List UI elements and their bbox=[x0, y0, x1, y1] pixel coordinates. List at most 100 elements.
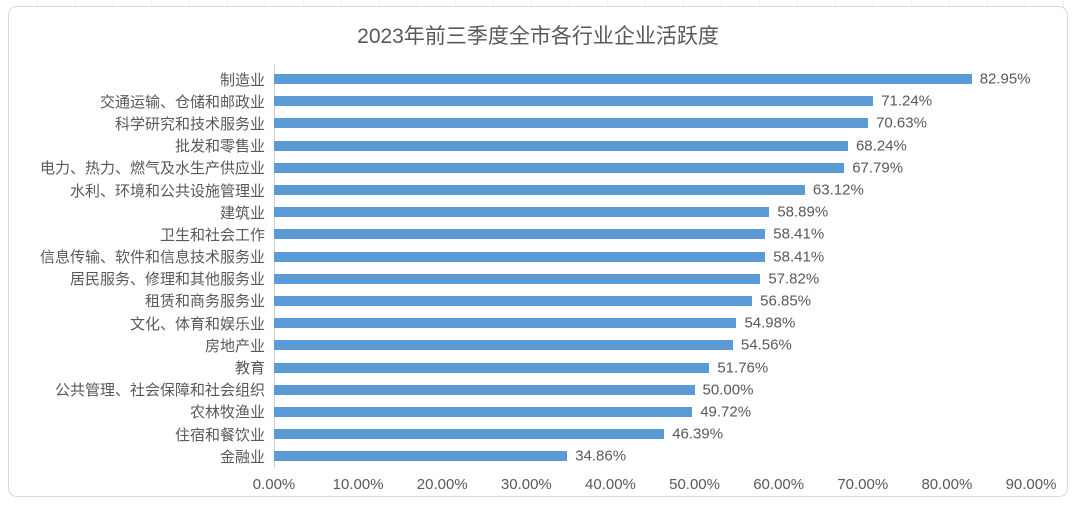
bar-row: 交通运输、仓储和邮政业 71.24% bbox=[9, 90, 1067, 112]
value-label: 58.41% bbox=[773, 248, 825, 266]
x-axis: 0.00% 10.00% 20.00% 30.00% 40.00% 50.00% 60.00… bbox=[253, 476, 1057, 496]
bar-row: 卫生和社会工作 58.41% bbox=[9, 223, 1067, 245]
spreadsheet-cell-gridlines bbox=[0, 0, 1080, 8]
bar-track: 58.41% bbox=[274, 223, 1031, 245]
chart-card[interactable]: 2023年前三季度全市各行业企业活跃度 制造业 82.95% 交通运输、仓储和邮政业… bbox=[8, 6, 1068, 497]
category-label: 公共管理、社会保障和社会组织 bbox=[54, 382, 265, 400]
value-label: 63.12% bbox=[812, 181, 864, 199]
bar-track: 82.95% bbox=[274, 68, 1031, 90]
value-label: 54.56% bbox=[740, 336, 792, 354]
bar[interactable] bbox=[274, 162, 845, 173]
x-axis-tick-label: 60.00% bbox=[753, 476, 805, 493]
value-label: 68.24% bbox=[855, 137, 907, 155]
bar[interactable] bbox=[274, 273, 761, 284]
category-label: 教育 bbox=[234, 360, 265, 378]
value-label: 50.00% bbox=[702, 381, 754, 399]
bar-track: 71.24% bbox=[274, 90, 1031, 112]
bar-track: 58.41% bbox=[274, 246, 1031, 268]
bar-row: 批发和零售业 68.24% bbox=[9, 135, 1067, 157]
value-label: 67.79% bbox=[852, 159, 904, 177]
value-label: 58.89% bbox=[777, 203, 829, 221]
bar[interactable] bbox=[274, 185, 805, 196]
bar-row: 教育 51.76% bbox=[9, 356, 1067, 378]
bar[interactable] bbox=[274, 96, 874, 107]
bar-row: 金融业 34.86% bbox=[9, 445, 1067, 467]
y-axis-line bbox=[274, 65, 275, 468]
x-axis-tick-label: 80.00% bbox=[921, 476, 973, 493]
x-axis-tick-label: 70.00% bbox=[837, 476, 889, 493]
value-label: 71.24% bbox=[881, 92, 933, 110]
value-label: 49.72% bbox=[700, 403, 752, 421]
x-axis-tick-label: 20.00% bbox=[416, 476, 468, 493]
x-axis-tick-label: 10.00% bbox=[332, 476, 384, 493]
x-axis-tick-label: 90.00% bbox=[1005, 476, 1057, 493]
bar-row: 住宿和餐饮业 46.39% bbox=[9, 423, 1067, 445]
bar-row: 农林牧渔业 49.72% bbox=[9, 401, 1067, 423]
value-label: 82.95% bbox=[979, 70, 1031, 88]
value-label: 70.63% bbox=[876, 114, 927, 132]
value-label: 51.76% bbox=[717, 359, 769, 377]
category-label: 科学研究和技术服务业 bbox=[114, 115, 265, 133]
x-axis-tick-label: 0.00% bbox=[252, 476, 296, 493]
bar[interactable] bbox=[274, 429, 665, 440]
category-label: 建筑业 bbox=[219, 204, 265, 222]
bar-row: 信息传输、软件和信息技术服务业 58.41% bbox=[9, 246, 1067, 268]
bar-row: 公共管理、社会保障和社会组织 50.00% bbox=[9, 379, 1067, 401]
bar[interactable] bbox=[274, 207, 770, 218]
bar[interactable] bbox=[274, 406, 693, 417]
bar[interactable] bbox=[274, 140, 848, 151]
bar-track: 70.63% bbox=[274, 112, 1031, 134]
bar-track: 56.85% bbox=[274, 290, 1031, 312]
bar[interactable] bbox=[274, 229, 766, 240]
category-label: 文化、体育和娱乐业 bbox=[129, 315, 265, 333]
bar[interactable] bbox=[274, 118, 869, 129]
category-label: 制造业 bbox=[219, 71, 265, 89]
category-label: 房地产业 bbox=[204, 337, 265, 355]
x-axis-tick-label: 30.00% bbox=[500, 476, 552, 493]
bar-track: 63.12% bbox=[274, 179, 1031, 201]
bar[interactable] bbox=[274, 362, 710, 373]
bar-track: 54.98% bbox=[274, 312, 1031, 334]
bar-track: 58.89% bbox=[274, 201, 1031, 223]
bar-track: 68.24% bbox=[274, 135, 1031, 157]
value-label: 34.86% bbox=[575, 447, 627, 465]
bar-track: 54.56% bbox=[274, 334, 1031, 356]
value-label: 46.39% bbox=[672, 425, 724, 443]
bar-row: 制造业 82.95% bbox=[9, 68, 1067, 90]
category-label: 交通运输、仓储和邮政业 bbox=[99, 93, 265, 111]
bar-rows-container: 制造业 82.95% 交通运输、仓储和邮政业 71.24% 科学研究和技术服务业 70.6… bbox=[9, 68, 1067, 467]
bar-track: 67.79% bbox=[274, 157, 1031, 179]
category-label: 电力、热力、燃气及水生产供应业 bbox=[39, 160, 265, 178]
category-label: 信息传输、软件和信息技术服务业 bbox=[39, 249, 265, 267]
bar[interactable] bbox=[274, 295, 753, 306]
bar-track: 51.76% bbox=[274, 356, 1031, 378]
category-label: 金融业 bbox=[219, 448, 265, 466]
bar-row: 租赁和商务服务业 56.85% bbox=[9, 290, 1067, 312]
bar-row: 水利、环境和公共设施管理业 63.12% bbox=[9, 179, 1067, 201]
bar-row: 建筑业 58.89% bbox=[9, 201, 1067, 223]
bar[interactable] bbox=[274, 318, 737, 329]
bar-track: 50.00% bbox=[274, 379, 1031, 401]
category-label: 水利、环境和公共设施管理业 bbox=[69, 182, 265, 200]
bar-row: 居民服务、修理和其他服务业 57.82% bbox=[9, 268, 1067, 290]
x-axis-tick-label: 50.00% bbox=[669, 476, 720, 493]
x-axis-tick-label: 40.00% bbox=[585, 476, 636, 493]
category-label: 批发和零售业 bbox=[174, 138, 265, 156]
value-label: 56.85% bbox=[760, 292, 812, 310]
value-label: 54.98% bbox=[744, 314, 796, 332]
bar-track: 34.86% bbox=[274, 445, 1031, 467]
bar[interactable] bbox=[274, 451, 568, 462]
bar[interactable] bbox=[274, 251, 766, 262]
bar[interactable] bbox=[274, 340, 733, 351]
category-label: 农林牧渔业 bbox=[189, 404, 265, 422]
bar-track: 46.39% bbox=[274, 423, 1031, 445]
category-label: 居民服务、修理和其他服务业 bbox=[69, 271, 265, 289]
category-label: 卫生和社会工作 bbox=[159, 226, 265, 244]
bar[interactable] bbox=[274, 384, 695, 395]
bar-track: 49.72% bbox=[274, 401, 1031, 423]
bar[interactable] bbox=[274, 74, 972, 85]
bar-row: 文化、体育和娱乐业 54.98% bbox=[9, 312, 1067, 334]
bar-row: 房地产业 54.56% bbox=[9, 334, 1067, 356]
bar-track: 57.82% bbox=[274, 268, 1031, 290]
